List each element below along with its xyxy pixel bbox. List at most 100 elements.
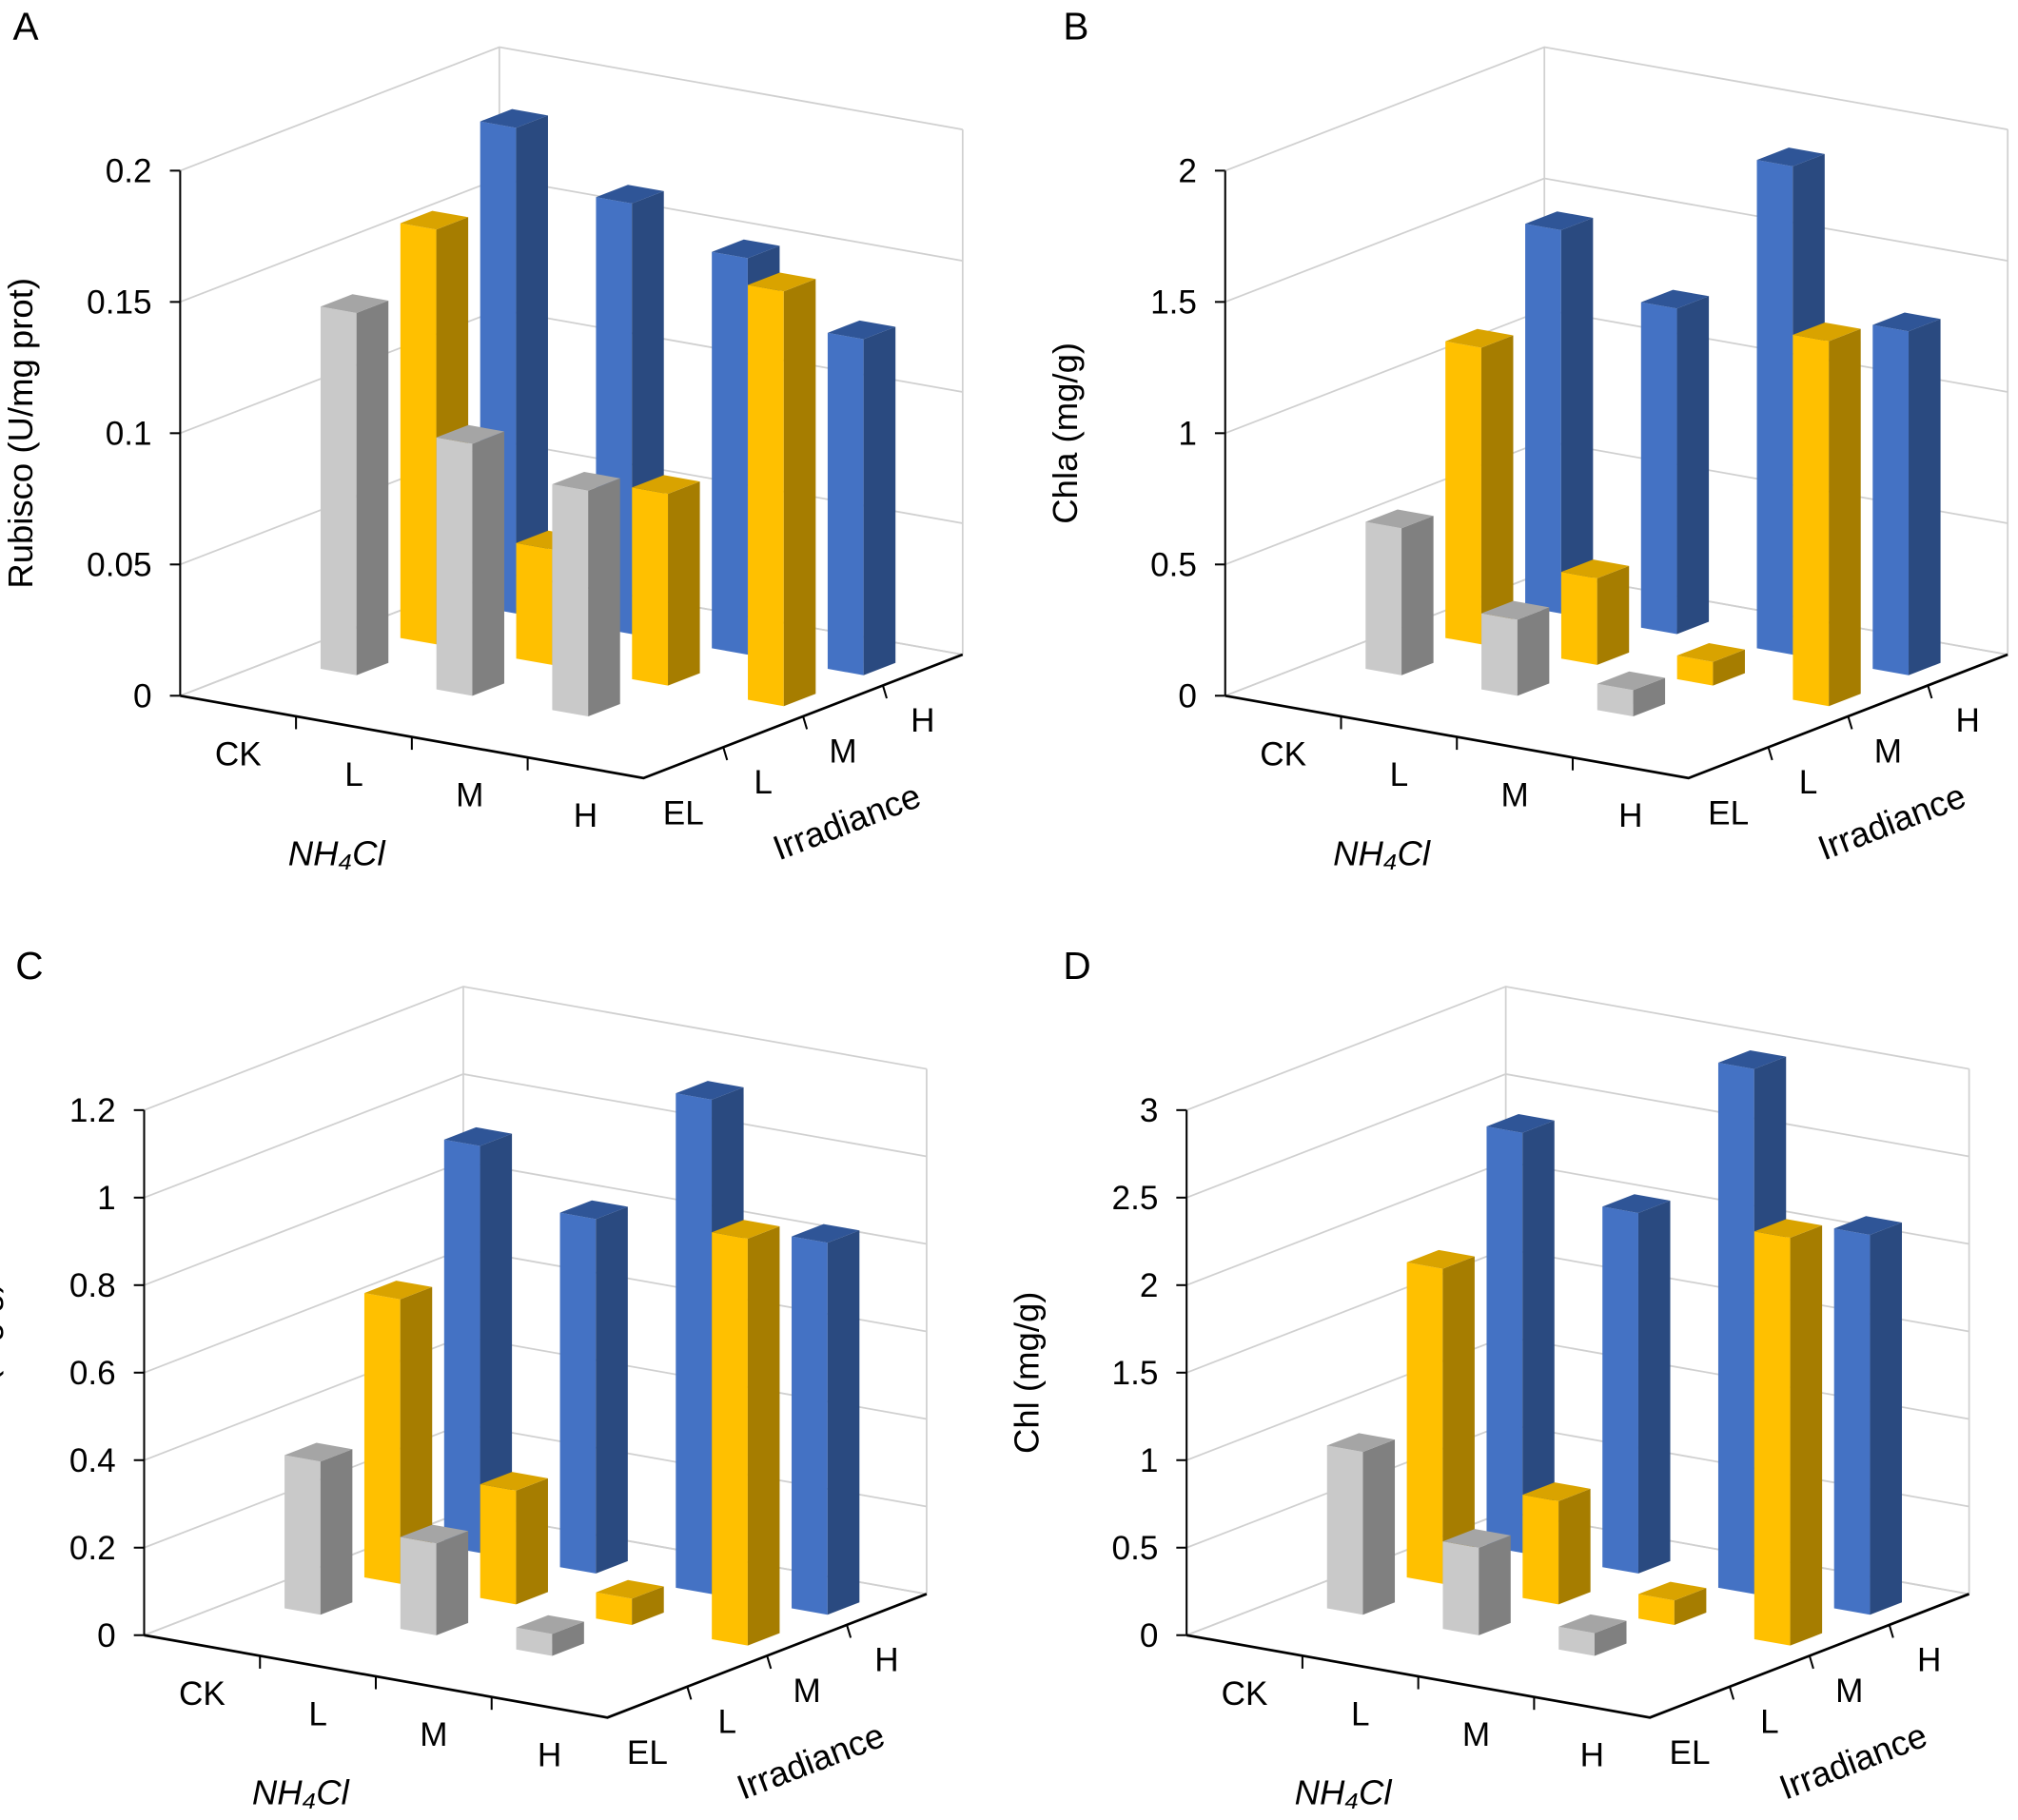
bar-yellow-H[interactable] [712,1220,780,1646]
x-axis-title: NH₄Cl [1295,1773,1393,1812]
bar-gray-L[interactable] [1442,1529,1511,1635]
y-tick-label: 1.5 [1150,284,1197,322]
bar-gray-L[interactable] [1481,600,1550,696]
bar-gray-L[interactable] [436,424,504,696]
bar-blue-CK[interactable] [443,1126,513,1554]
z-axis-title: Irradiance [1812,776,1970,868]
bar-front-face [1560,572,1597,665]
bar-gray-M[interactable] [552,472,620,717]
panel-B: B 0 0.5 1 1.5 2 CK L M H EL L M H NH₄Cl Irradiance Chla … [1046,4,2009,872]
bar-top-face [480,1472,548,1491]
bar-front-face [1406,1262,1443,1584]
irradiance-label-L: L [1799,764,1818,801]
bar-gray-M[interactable] [1558,1614,1627,1656]
z-tick [1767,747,1773,761]
nh4cl-label-H: H [1580,1737,1604,1774]
panel-letter: A [13,4,39,48]
bar-blue-H[interactable] [1872,312,1941,675]
bar-side-face [1442,1256,1475,1584]
nh4cl-label-L: L [1390,756,1409,793]
bar-gray-M[interactable] [516,1615,584,1656]
bar-gray-L[interactable] [400,1524,469,1635]
bar-top-face [552,472,620,491]
nh4cl-label-L: L [344,756,363,793]
bar-gray-CK[interactable] [1365,509,1434,675]
bar-front-face [1833,1228,1871,1615]
bar-side-face [783,279,816,707]
bar-side-face [1676,296,1710,635]
nh4cl-label-M: M [1500,777,1528,814]
y-tick-label: 0.1 [106,416,152,453]
nh4cl-label-M: M [456,777,483,814]
bar-yellow-H[interactable] [1754,1219,1823,1646]
y-tick-label: 2 [1140,1267,1159,1304]
bar-top-face [1754,1219,1823,1239]
bar-top-face [596,1579,664,1599]
bar-blue-L[interactable] [1602,1194,1671,1574]
bar-blue-L[interactable] [559,1200,628,1574]
bar-yellow-CK[interactable] [1445,328,1514,645]
bar-top-face [632,475,700,495]
bar-side-face [472,431,504,696]
bar-blue-L[interactable] [1640,289,1710,635]
bar-front-face [1597,683,1634,717]
y-tick-label: 0 [133,677,152,714]
bar-gray-CK[interactable] [320,294,389,675]
bar-gray-M[interactable] [1597,671,1666,717]
bar-blue-H[interactable] [1833,1216,1902,1615]
bar-yellow-H[interactable] [1793,322,1861,707]
bar-top-face [712,1220,780,1239]
bar-yellow-L[interactable] [1560,559,1630,665]
y-tick-label: 0.05 [87,546,151,583]
irradiance-label-H: H [911,702,934,739]
bar-yellow-L[interactable] [480,1472,548,1605]
y-tick-label: 0.6 [69,1355,116,1392]
bar-front-face [443,1139,480,1554]
bar-yellow-M[interactable] [596,1579,664,1626]
bar-side-face [1909,319,1941,675]
bar-gray-CK[interactable] [1326,1433,1396,1615]
bar-yellow-CK[interactable] [363,1281,433,1584]
y-tick-label: 0.15 [87,284,151,322]
bar-blue-H[interactable] [827,320,896,675]
y-axis-title: Chlb (mg/g) [0,1282,4,1463]
bar-top-face [1481,600,1550,620]
bar-yellow-L[interactable] [1522,1482,1591,1605]
bar-front-face [596,1592,633,1626]
bar-blue-CK[interactable] [480,108,548,614]
bar-front-face [1638,1594,1675,1626]
bar-yellow-CK[interactable] [1406,1249,1475,1584]
bar-top-face [363,1281,433,1300]
bar-top-face [400,210,469,230]
bar-front-face [1481,613,1518,696]
irradiance-label-L: L [717,1704,736,1741]
bar-top-face [748,272,816,292]
y-tick-label: 0.4 [69,1442,116,1479]
irradiance-label-H: H [874,1642,898,1679]
bar-blue-H[interactable] [792,1223,860,1615]
floor-axes [144,1593,928,1719]
irradiance-label-EL: EL [663,795,704,832]
bar-yellow-M[interactable] [1676,643,1745,686]
bar-top-face [436,424,504,444]
bar-top-face [676,1081,744,1100]
bar-top-face [1522,1482,1591,1501]
bar-front-face [1602,1206,1638,1574]
bar-yellow-H[interactable] [748,272,816,707]
bar-side-face [1480,335,1514,645]
bar-front-face [712,251,748,656]
bar-yellow-M[interactable] [1638,1581,1707,1626]
bar-top-face [1756,147,1825,166]
nh4cl-label-M: M [420,1716,447,1753]
bar-blue-CK[interactable] [1525,211,1594,614]
bar-gray-CK[interactable] [284,1442,353,1615]
gridline [180,177,963,303]
bar-front-face [1522,1495,1559,1605]
bar-side-face [1522,1120,1555,1554]
bar-side-face [588,478,620,717]
bar-front-face [1676,656,1714,686]
bar-top-face [792,1223,860,1243]
bar-yellow-M[interactable] [632,475,700,686]
bar-blue-CK[interactable] [1486,1114,1555,1554]
